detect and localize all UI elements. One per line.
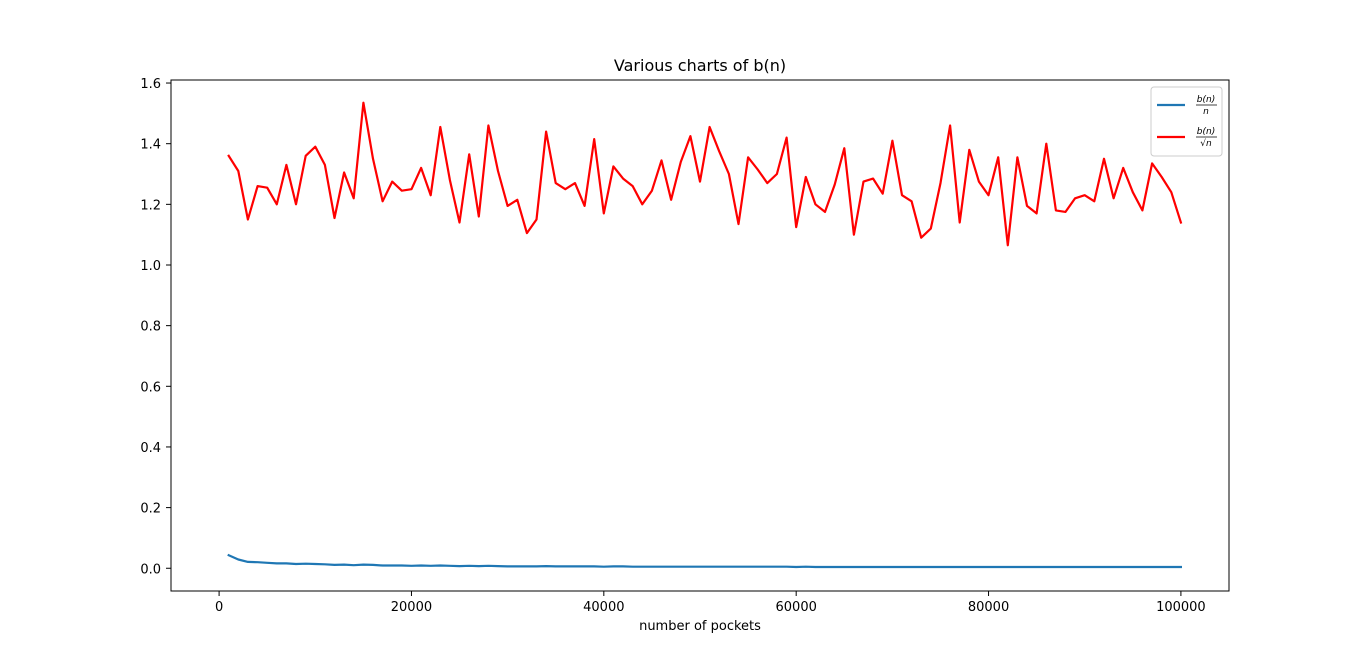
x-tick-label: 20000 xyxy=(391,600,432,615)
series-line-b-over-n xyxy=(227,553,1183,569)
plot-area xyxy=(227,101,1183,569)
legend-label-denominator: n xyxy=(1203,107,1209,117)
legend-label-numerator: b(n) xyxy=(1197,127,1215,137)
legend-label-denominator: √n xyxy=(1200,138,1212,149)
legend-entry-b-over-sqrt-n: b(n)√n xyxy=(1157,127,1217,149)
x-tick-label: 80000 xyxy=(968,600,1009,615)
y-tick-label: 0.4 xyxy=(140,441,161,456)
x-tick-label: 100000 xyxy=(1156,600,1206,615)
series-line-b-over-sqrt-n xyxy=(227,101,1183,247)
y-tick-label: 0.0 xyxy=(140,562,161,577)
x-axis: 0 20000 40000 60000 80000 100000 xyxy=(215,591,1206,615)
y-tick-label: 1.0 xyxy=(140,259,161,274)
legend-label-numerator: b(n) xyxy=(1197,95,1215,105)
y-axis: 0.0 0.2 0.4 0.6 0.8 1.0 1.2 1.4 1.6 xyxy=(140,77,171,577)
y-tick-label: 0.6 xyxy=(140,380,161,395)
x-tick-label: 40000 xyxy=(583,600,624,615)
chart-title: Various charts of b(n) xyxy=(614,56,786,75)
axes-frame xyxy=(170,79,1230,592)
y-tick-label: 1.4 xyxy=(140,138,161,153)
legend: b(n)nb(n)√n xyxy=(1150,86,1223,157)
y-tick-label: 0.8 xyxy=(140,320,161,335)
y-tick-label: 0.2 xyxy=(140,502,161,517)
y-tick-label: 1.2 xyxy=(140,198,161,213)
x-tick-label: 0 xyxy=(215,600,223,615)
legend-entry-b-over-n: b(n) n xyxy=(1157,95,1217,117)
x-tick-label: 60000 xyxy=(776,600,817,615)
y-tick-label: 1.6 xyxy=(140,77,161,92)
x-axis-label: number of pockets xyxy=(639,619,761,634)
